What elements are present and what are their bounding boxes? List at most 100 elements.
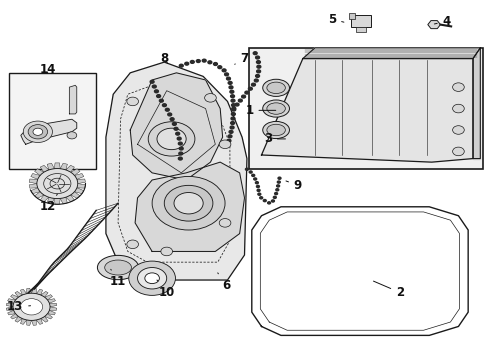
Polygon shape — [49, 307, 57, 310]
Circle shape — [204, 94, 216, 102]
Circle shape — [179, 147, 183, 150]
Circle shape — [228, 86, 232, 89]
Ellipse shape — [262, 121, 289, 139]
Circle shape — [452, 126, 463, 134]
Polygon shape — [66, 165, 74, 172]
Circle shape — [255, 75, 259, 77]
Polygon shape — [21, 119, 77, 144]
Text: 3: 3 — [263, 132, 285, 145]
Text: 14: 14 — [40, 63, 56, 76]
Circle shape — [251, 174, 254, 176]
Circle shape — [177, 137, 181, 140]
Polygon shape — [66, 195, 74, 202]
Circle shape — [164, 185, 212, 221]
Polygon shape — [41, 316, 48, 322]
Polygon shape — [20, 319, 27, 324]
Text: 13: 13 — [7, 300, 30, 313]
Polygon shape — [71, 192, 80, 198]
Circle shape — [227, 135, 231, 138]
Text: 8: 8 — [160, 52, 168, 65]
Polygon shape — [8, 310, 16, 315]
Bar — [356, 27, 366, 32]
Circle shape — [162, 104, 166, 107]
Polygon shape — [15, 316, 22, 322]
Polygon shape — [44, 294, 52, 300]
Circle shape — [256, 185, 259, 188]
Circle shape — [165, 108, 169, 111]
Circle shape — [257, 189, 260, 192]
Circle shape — [154, 90, 158, 93]
Polygon shape — [29, 179, 38, 184]
Polygon shape — [74, 188, 83, 194]
Circle shape — [256, 65, 260, 68]
Polygon shape — [6, 303, 14, 307]
Polygon shape — [31, 320, 36, 325]
Circle shape — [157, 128, 186, 150]
Text: 5: 5 — [327, 13, 343, 26]
Ellipse shape — [266, 103, 285, 114]
Polygon shape — [54, 163, 60, 169]
Circle shape — [152, 176, 224, 230]
Circle shape — [235, 103, 239, 106]
Circle shape — [230, 95, 234, 98]
Circle shape — [213, 63, 217, 66]
Circle shape — [224, 73, 228, 76]
Polygon shape — [71, 169, 80, 175]
Text: 12: 12 — [40, 194, 57, 213]
Circle shape — [222, 69, 225, 72]
Text: 11: 11 — [110, 269, 126, 288]
Ellipse shape — [104, 260, 131, 275]
Circle shape — [159, 99, 163, 102]
Circle shape — [276, 185, 279, 187]
Circle shape — [230, 126, 234, 129]
Polygon shape — [472, 48, 479, 158]
Circle shape — [137, 267, 166, 289]
Polygon shape — [29, 184, 38, 188]
Polygon shape — [261, 59, 472, 162]
Circle shape — [172, 122, 176, 125]
Polygon shape — [60, 163, 67, 170]
Polygon shape — [15, 292, 22, 297]
Polygon shape — [69, 85, 77, 114]
Polygon shape — [47, 299, 55, 303]
Polygon shape — [130, 73, 222, 180]
Circle shape — [274, 193, 277, 195]
Circle shape — [170, 118, 174, 121]
Circle shape — [179, 152, 183, 155]
Polygon shape — [40, 195, 49, 202]
Circle shape — [452, 83, 463, 91]
Circle shape — [231, 104, 235, 107]
Circle shape — [184, 62, 188, 65]
Polygon shape — [47, 197, 54, 204]
Circle shape — [228, 81, 232, 84]
Text: 4: 4 — [433, 14, 450, 27]
Circle shape — [273, 196, 276, 198]
Circle shape — [254, 79, 258, 82]
Bar — [348, 13, 354, 19]
Circle shape — [178, 142, 182, 145]
Circle shape — [277, 181, 280, 183]
Circle shape — [253, 178, 256, 180]
Circle shape — [37, 168, 78, 199]
Circle shape — [256, 70, 260, 73]
Circle shape — [231, 108, 235, 111]
Circle shape — [238, 99, 242, 102]
Circle shape — [219, 219, 230, 227]
Ellipse shape — [266, 124, 285, 136]
Polygon shape — [35, 169, 44, 175]
Circle shape — [230, 117, 234, 120]
Circle shape — [275, 189, 278, 191]
Polygon shape — [27, 320, 31, 325]
Circle shape — [255, 181, 258, 184]
Ellipse shape — [97, 255, 139, 280]
Polygon shape — [44, 314, 52, 319]
Text: 10: 10 — [157, 280, 175, 299]
Polygon shape — [135, 162, 244, 251]
Circle shape — [13, 293, 50, 320]
Circle shape — [231, 113, 235, 116]
Circle shape — [257, 193, 260, 195]
Polygon shape — [41, 292, 48, 297]
Circle shape — [190, 60, 194, 63]
Polygon shape — [302, 48, 479, 59]
Circle shape — [128, 261, 175, 296]
